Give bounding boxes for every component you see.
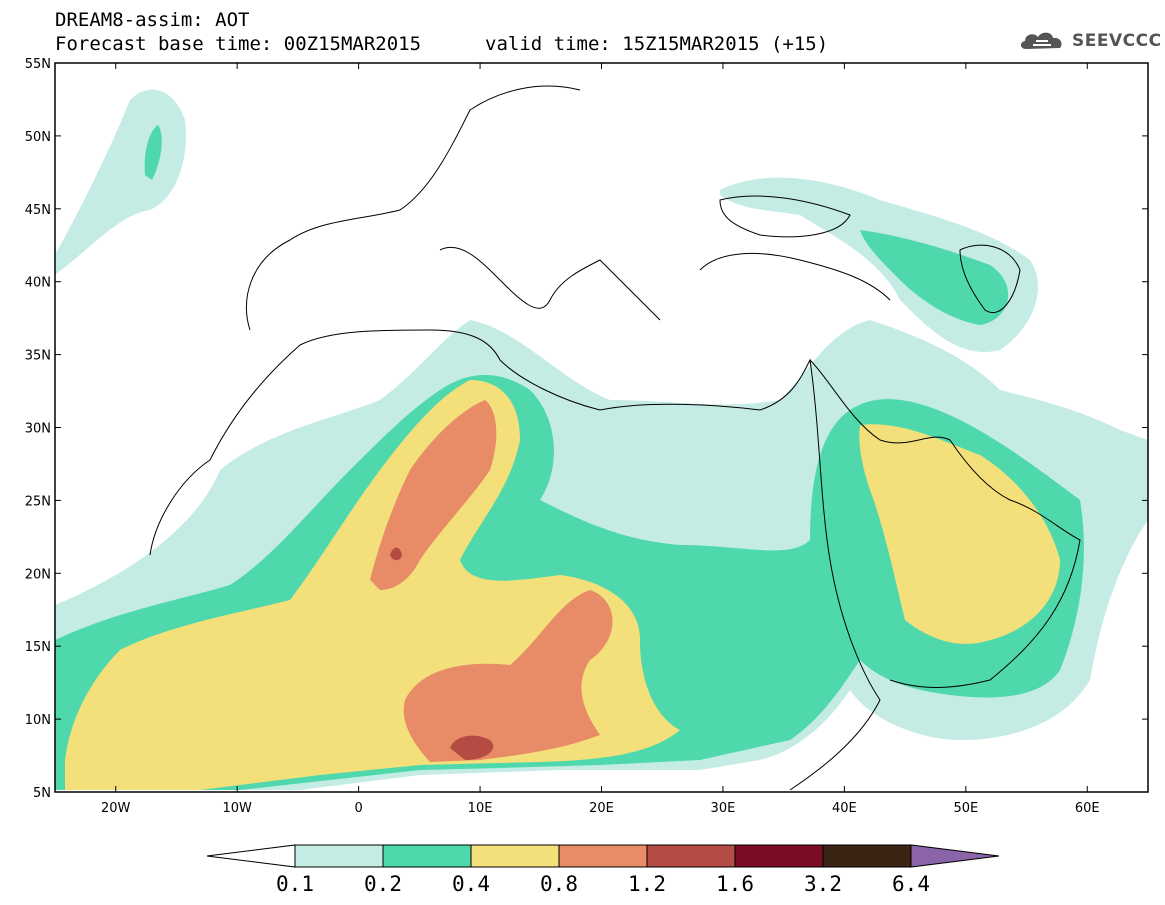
valid-time: valid time: 15Z15MAR2015 (+15) bbox=[485, 33, 829, 55]
lat-tick-label: 15N bbox=[25, 640, 51, 655]
lon-tick-label: 10E bbox=[468, 801, 493, 816]
colorbar-label: 6.4 bbox=[892, 872, 930, 896]
lat-tick-label: 10N bbox=[25, 713, 51, 728]
aot-contour-1.2 bbox=[450, 735, 494, 760]
colorbar-label: 1.6 bbox=[716, 872, 754, 896]
blacksea-coastline bbox=[719, 195, 851, 238]
lon-tick-label: 20W bbox=[101, 801, 131, 816]
arabia-coastline bbox=[809, 359, 1081, 688]
africa-coastline bbox=[149, 329, 881, 791]
caspian-coastline bbox=[959, 244, 1021, 313]
latitude-axis: 5N 10N 15N 20N 25N 30N 35N 40N 45N 50N 55N bbox=[25, 57, 1148, 801]
lat-tick-label: 40N bbox=[25, 276, 51, 291]
colorbar-min-arrow bbox=[206, 844, 296, 868]
lat-tick-label: 45N bbox=[25, 203, 51, 218]
lat-tick-label: 20N bbox=[25, 567, 51, 582]
aot-contour-0.2 bbox=[860, 230, 1009, 325]
colorbar-box bbox=[646, 844, 736, 868]
aot-contour-0.1 bbox=[55, 89, 186, 275]
lon-tick-label: 60E bbox=[1075, 801, 1100, 816]
colorbar-label: 0.1 bbox=[276, 872, 314, 896]
colorbar: 0.1 0.2 0.4 0.8 1.2 1.6 3.2 6.4 bbox=[206, 844, 1000, 896]
aot-contour-0.8 bbox=[403, 590, 613, 762]
aot-contour-0.8 bbox=[370, 400, 497, 590]
colorbar-box bbox=[470, 844, 560, 868]
colorbar-label: 1.2 bbox=[628, 872, 666, 896]
aot-contour-0.2 bbox=[144, 125, 162, 180]
colorbar-label: 0.8 bbox=[540, 872, 578, 896]
colorbar-label: 3.2 bbox=[804, 872, 842, 896]
coastlines bbox=[149, 85, 1081, 791]
lon-tick-label: 20E bbox=[589, 801, 614, 816]
lat-tick-label: 25N bbox=[25, 494, 51, 509]
aot-contour-1.2 bbox=[390, 547, 402, 561]
lat-tick-label: 30N bbox=[25, 422, 51, 437]
forecast-base-time: Forecast base time: 00Z15MAR2015 bbox=[55, 33, 422, 55]
colorbar-label: 0.2 bbox=[364, 872, 402, 896]
lon-tick-label: 30E bbox=[711, 801, 736, 816]
colorbar-label: 0.4 bbox=[452, 872, 490, 896]
lat-tick-label: 50N bbox=[25, 130, 51, 145]
colorbar-box bbox=[294, 844, 384, 868]
cloud-icon bbox=[1020, 32, 1062, 49]
colorbar-box bbox=[382, 844, 472, 868]
lon-tick-label: 0 bbox=[354, 801, 362, 816]
logo-text: SEEVCCC bbox=[1072, 31, 1162, 51]
map-title: DREAM8-assim: AOT bbox=[55, 9, 250, 31]
colorbar-box bbox=[822, 844, 912, 868]
colorbar-box bbox=[734, 844, 824, 868]
aot-field bbox=[55, 89, 1148, 790]
europe-coastline bbox=[245, 85, 891, 331]
lat-tick-label: 35N bbox=[25, 349, 51, 364]
lon-tick-label: 40E bbox=[832, 801, 857, 816]
longitude-axis: 20W 10W 0 10E 20E 30E 40E 50E 60E bbox=[101, 63, 1100, 816]
colorbar-max-arrow bbox=[910, 844, 1000, 868]
lon-tick-label: 50E bbox=[953, 801, 978, 816]
lon-tick-label: 10W bbox=[222, 801, 252, 816]
lat-tick-label: 55N bbox=[25, 57, 51, 72]
seevccc-logo: SEEVCCC bbox=[1018, 28, 1162, 54]
colorbar-box bbox=[558, 844, 648, 868]
aot-contour-0.4 bbox=[859, 424, 1060, 644]
lat-tick-label: 5N bbox=[33, 786, 51, 801]
